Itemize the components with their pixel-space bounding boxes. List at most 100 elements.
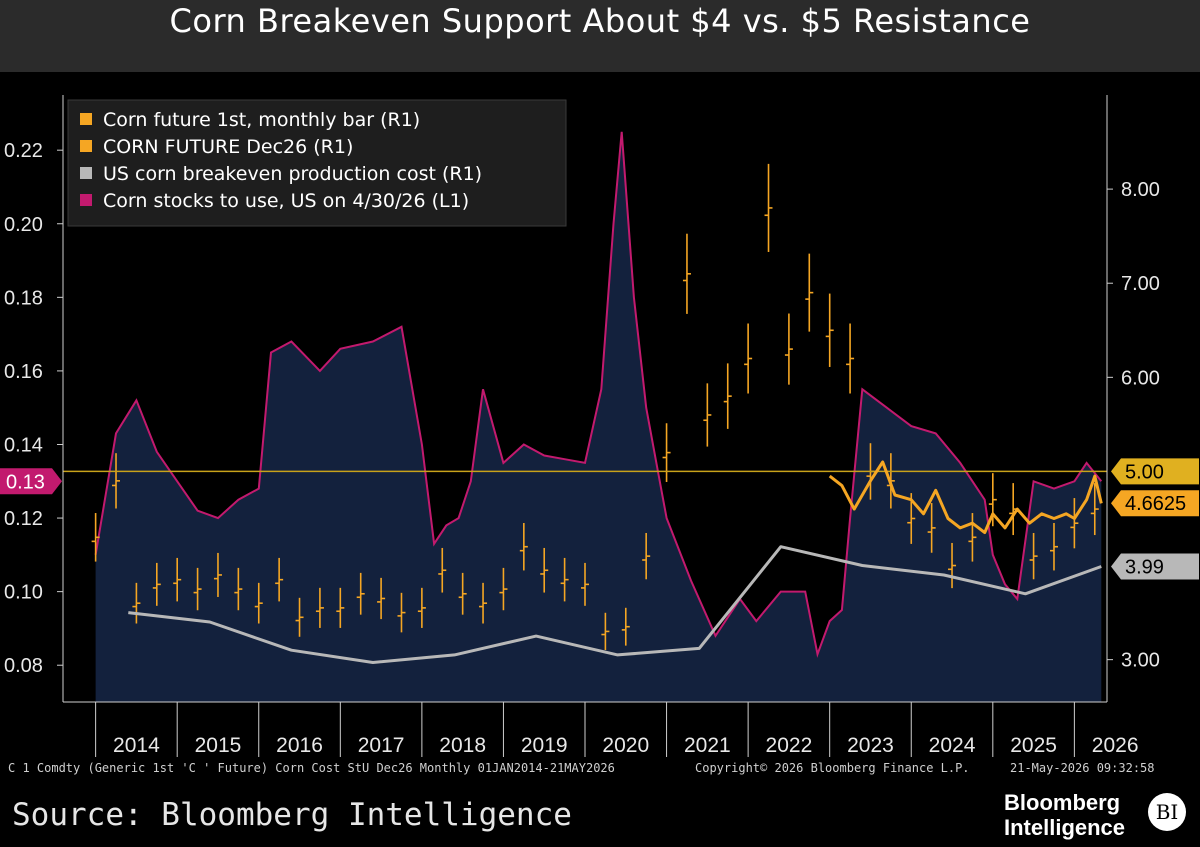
title-bar: Corn Breakeven Support About $4 vs. $5 R… <box>0 0 1200 72</box>
left-tick-label: 0.20 <box>4 214 43 236</box>
x-tick-label: 2015 <box>195 734 242 757</box>
breakeven-line <box>128 545 1102 664</box>
ohlc-bar <box>417 587 426 628</box>
ohlc-bar <box>744 323 753 394</box>
x-tick-label: 2019 <box>521 734 568 757</box>
x-tick-label: 2014 <box>113 734 160 757</box>
ohlc-bar <box>519 523 528 571</box>
ohlc-bar <box>377 577 386 620</box>
ohlc-bar <box>1029 532 1038 580</box>
left-current-badge-label: 0.13 <box>6 471 45 493</box>
ohlc-bar <box>682 233 691 314</box>
ohlc-bar <box>621 607 630 646</box>
ohlc-bar <box>315 587 324 628</box>
stocks-to-use-line <box>94 131 1103 658</box>
ohlc-bar <box>499 567 508 611</box>
x-tick-label: 2026 <box>1092 734 1139 757</box>
left-tick-label: 0.16 <box>4 361 43 383</box>
dec26-line <box>828 460 1103 535</box>
left-current-badge-shape <box>0 468 62 495</box>
ohlc-bar <box>825 293 834 367</box>
ohlc-bar <box>642 532 651 580</box>
ohlc-bar <box>132 582 141 624</box>
ohlc-bar <box>784 313 793 385</box>
legend-swatch <box>80 194 92 206</box>
resistance-badge-label: 5.00 <box>1125 461 1164 483</box>
legend-label: Corn stocks to use, US on 4/30/26 (L1) <box>103 190 469 212</box>
ohlc-bar <box>356 572 365 615</box>
ohlc-bar <box>397 592 406 633</box>
ohlc-bar <box>112 453 121 509</box>
ohlc-bar <box>927 503 936 553</box>
ohlc-bar <box>479 582 488 624</box>
ohlc-bar <box>703 383 712 447</box>
chart-title: Corn Breakeven Support About $4 vs. $5 R… <box>169 2 1031 40</box>
ohlc-bar <box>540 547 549 593</box>
copyright: Copyright© 2026 Bloomberg Finance L.P. <box>695 761 970 775</box>
x-tick-label: 2017 <box>358 734 405 757</box>
ohlc-bar <box>968 513 977 562</box>
legend: Corn future 1st, monthly bar (R1) CORN FU… <box>67 99 567 227</box>
chart: 0.08 0.10 0.12 0.14 0.16 0.18 0.20 0.22 3.00 6.00… <box>0 72 1200 757</box>
ohlc-bar <box>1090 483 1099 536</box>
footer: C 1 Comdty (Generic 1st 'C ' Future) Cor… <box>0 757 1200 847</box>
ohlc-bar <box>601 612 610 651</box>
ticker-description: C 1 Comdty (Generic 1st 'C ' Future) Cor… <box>8 761 615 775</box>
ohlc-bar <box>1049 523 1058 571</box>
resistance-badge: 5.00 <box>1111 458 1199 485</box>
source-note: Source: Bloomberg Intelligence <box>12 797 572 833</box>
left-tick-label: 0.18 <box>4 287 43 309</box>
left-tick-label: 0.08 <box>4 655 43 677</box>
left-tick-label: 0.12 <box>4 508 43 530</box>
legend-label: US corn breakeven production cost (R1) <box>103 163 482 185</box>
ohlc-bar <box>805 253 814 332</box>
legend-swatch <box>80 140 92 152</box>
ohlc-bar <box>723 363 732 429</box>
ohlc-bar <box>275 557 284 602</box>
right-tick-label: 3.00 <box>1121 650 1160 672</box>
x-tick-label: 2024 <box>929 734 976 757</box>
ohlc-bar <box>91 513 100 562</box>
stocks-to-use-area <box>95 131 1102 703</box>
ohlc-bar <box>213 552 222 597</box>
x-tick-label: 2025 <box>1010 734 1057 757</box>
ohlc-bar <box>581 562 589 606</box>
ohlc-bar <box>295 597 304 637</box>
breakeven-badge-shape <box>1111 553 1199 580</box>
dec26-badge: 4.6625 <box>1111 490 1199 517</box>
legend-label: Corn future 1st, monthly bar (R1) <box>103 109 420 131</box>
ohlc-bar <box>152 562 161 606</box>
legend-box <box>67 99 567 227</box>
ohlc-bar <box>1070 498 1079 549</box>
ohlc-bar <box>948 542 957 589</box>
timestamp: 21-May-2026 09:32:58 <box>1010 761 1155 775</box>
dec26-badge-label: 4.6625 <box>1125 493 1186 515</box>
ohlc-bar <box>234 567 243 611</box>
resistance-badge-shape <box>1111 458 1199 485</box>
ohlc-bar <box>336 587 345 628</box>
ohlc-bar <box>173 557 182 602</box>
ohlc-bar <box>764 163 773 252</box>
ohlc-bar <box>458 572 467 615</box>
ohlc-bar <box>254 582 263 624</box>
bi-logo-badge: BI <box>1148 793 1186 831</box>
x-tick-label: 2016 <box>276 734 323 757</box>
logo-line-2: Intelligence <box>1004 815 1126 840</box>
x-tick-label: 2021 <box>684 734 731 757</box>
right-tick-label: 6.00 <box>1121 367 1160 389</box>
bloomberg-intelligence-logo: Bloomberg Intelligence <box>1004 790 1125 840</box>
dec26-badge-shape <box>1111 490 1199 517</box>
right-tick-label: 7.00 <box>1121 273 1160 295</box>
breakeven-badge-label: 3.99 <box>1125 556 1164 578</box>
left-tick-label: 0.22 <box>4 140 43 162</box>
ohlc-bar <box>438 547 447 593</box>
ohlc-bar <box>846 323 855 394</box>
x-tick-label: 2020 <box>602 734 649 757</box>
x-tick-label: 2018 <box>439 734 486 757</box>
legend-label: CORN FUTURE Dec26 (R1) <box>103 136 353 158</box>
x-tick-label: 2023 <box>847 734 894 757</box>
ohlc-bar <box>662 423 671 482</box>
legend-swatch <box>80 167 92 179</box>
left-tick-label: 0.14 <box>4 434 43 456</box>
logo-line-1: Bloomberg <box>1004 790 1121 815</box>
